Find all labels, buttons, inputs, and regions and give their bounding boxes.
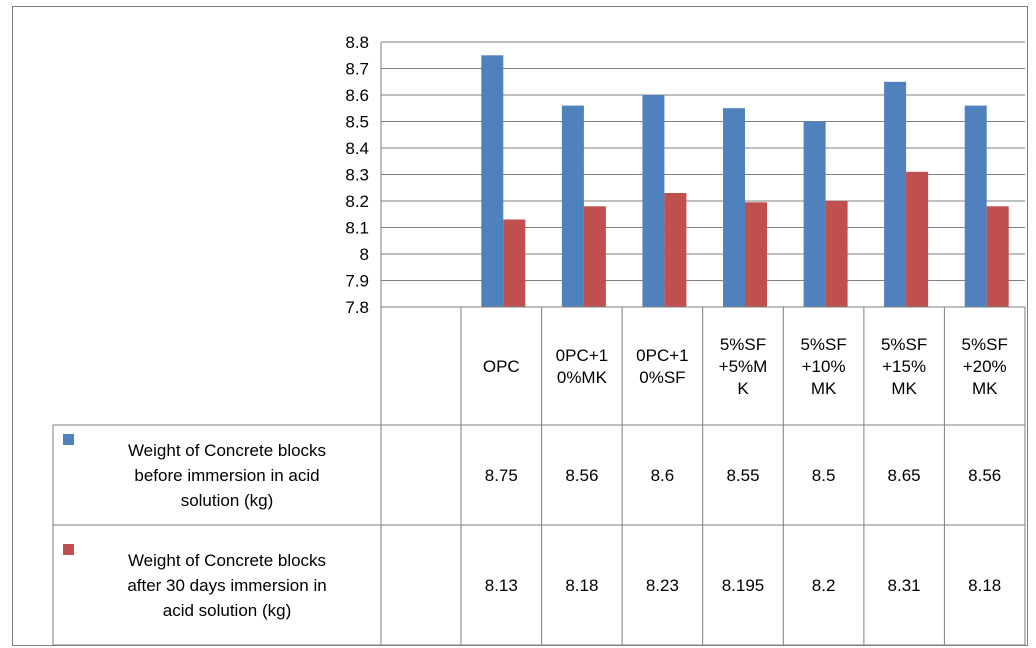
bar-before xyxy=(642,95,665,307)
category-label-line: MK xyxy=(972,379,998,398)
y-tick-label: 8.1 xyxy=(345,219,369,238)
legend-label-line: acid solution (kg) xyxy=(163,601,292,620)
y-tick-label: 7.9 xyxy=(345,272,369,291)
bar-before xyxy=(481,55,504,307)
data-label: 8.18 xyxy=(968,576,1001,595)
y-tick-label: 8.8 xyxy=(345,33,369,52)
legend-key-before xyxy=(63,434,74,445)
legend-label-line: before immersion in acid xyxy=(134,466,319,485)
data-label: 8.56 xyxy=(968,466,1001,485)
category-label-line: 5%SF xyxy=(962,335,1008,354)
legend-key-after xyxy=(63,544,74,555)
category-label: 5%SF +15% MK xyxy=(881,335,927,398)
bar-after xyxy=(906,171,929,307)
data-label: 8.13 xyxy=(485,576,518,595)
bar-after xyxy=(664,193,687,307)
data-label: 8.31 xyxy=(888,576,921,595)
data-label: 8.18 xyxy=(565,576,598,595)
category-label-line: MK xyxy=(811,379,837,398)
y-tick-label: 7.8 xyxy=(345,298,369,317)
bar-before xyxy=(723,108,745,307)
bar-after xyxy=(583,206,606,307)
y-tick-label: 8.5 xyxy=(345,113,369,132)
category-label-line: +20% xyxy=(963,357,1007,376)
data-label: 8.6 xyxy=(651,466,675,485)
data-label: 8.195 xyxy=(722,576,765,595)
y-tick-label: 8.2 xyxy=(345,192,369,211)
category-label-line: 5%SF xyxy=(720,335,766,354)
category-label-line: OPC xyxy=(483,357,520,376)
category-label-line: MK xyxy=(891,379,917,398)
legend-label-line: after 30 days immersion in xyxy=(127,576,326,595)
category-label-line: +10% xyxy=(802,357,846,376)
bar-before xyxy=(884,81,907,307)
category-label: 0PC+1 0%MK xyxy=(556,346,608,387)
category-label: 5%SF +20% MK xyxy=(962,335,1008,398)
bar-before xyxy=(803,121,826,307)
chart-frame: 7.8 7.9 8 8.1 8.2 8.3 8.4 8.5 8.6 8.7 8.8 OPC 0PC+1 0… xyxy=(12,6,1028,646)
bar-after xyxy=(503,219,526,307)
category-label-line: +5%M xyxy=(719,357,768,376)
data-label: 8.75 xyxy=(485,466,518,485)
category-label: 0PC+1 0%SF xyxy=(636,346,688,387)
category-label: 5%SF +5%M K xyxy=(719,335,768,398)
y-tick-label: 8 xyxy=(360,245,369,264)
legend-label: Weight of Concrete blocks after 30 days i… xyxy=(127,551,326,620)
y-tick-label: 8.7 xyxy=(345,60,369,79)
data-label: 8.65 xyxy=(888,466,921,485)
category-label-line: 0%MK xyxy=(557,368,608,387)
category-label-line: 0PC+1 xyxy=(636,346,688,365)
data-label: 8.55 xyxy=(726,466,759,485)
category-label-line: 0%SF xyxy=(639,368,685,387)
data-label: 8.23 xyxy=(646,576,679,595)
legend-label-line: Weight of Concrete blocks xyxy=(128,441,326,460)
bar-before xyxy=(964,105,987,307)
category-label-line: +15% xyxy=(882,357,926,376)
bar-after xyxy=(745,202,767,307)
data-label: 8.5 xyxy=(812,466,836,485)
category-label: OPC xyxy=(483,357,520,376)
y-tick-label: 8.6 xyxy=(345,86,369,105)
category-label: 5%SF +10% MK xyxy=(800,335,846,398)
y-tick-label: 8.4 xyxy=(345,139,369,158)
y-tick-label: 8.3 xyxy=(345,166,369,185)
category-label-line: K xyxy=(737,379,749,398)
category-label-line: 5%SF xyxy=(881,335,927,354)
category-label-line: 0PC+1 xyxy=(556,346,608,365)
bar-before xyxy=(561,105,584,307)
bar-after xyxy=(986,206,1009,307)
legend-label-line: solution (kg) xyxy=(181,491,274,510)
legend-label-line: Weight of Concrete blocks xyxy=(128,551,326,570)
bar-after xyxy=(825,201,848,307)
legend-label: Weight of Concrete blocks before immersio… xyxy=(128,441,326,510)
category-label-line: 5%SF xyxy=(800,335,846,354)
data-label: 8.2 xyxy=(812,576,836,595)
data-label: 8.56 xyxy=(565,466,598,485)
